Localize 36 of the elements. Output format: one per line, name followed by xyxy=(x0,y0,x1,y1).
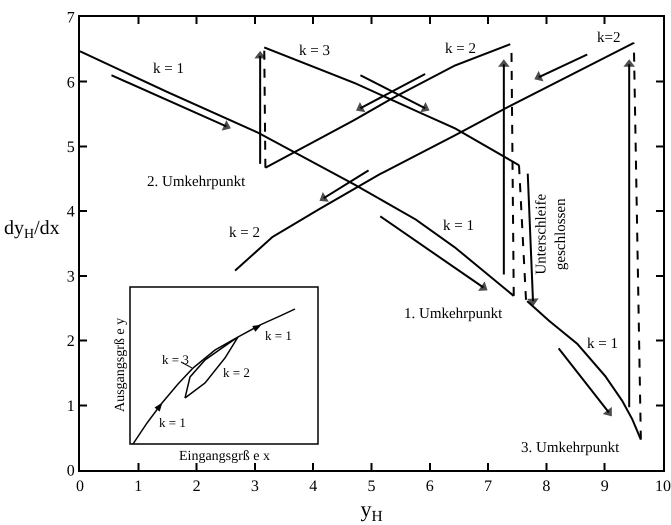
y-tick-label: 2 xyxy=(66,333,75,350)
annotation: k = 1 xyxy=(153,61,184,77)
y-tick-label: 4 xyxy=(66,204,75,221)
annotation: k = 2 xyxy=(229,225,260,241)
y-tick-label: 7 xyxy=(66,10,75,27)
annotation: 1. Umkehrpunkt xyxy=(404,306,504,322)
y-tick-label: 0 xyxy=(66,462,75,480)
text: Ausgangsgrß e y xyxy=(113,318,128,412)
annotation: k = 3 xyxy=(299,43,330,59)
x-tick-label: 7 xyxy=(484,478,492,496)
x-tick-label: 10 xyxy=(655,478,671,496)
x-tick-label: 4 xyxy=(309,478,318,496)
x-tick-label: 1 xyxy=(134,478,142,496)
y-tick-label: 5 xyxy=(66,139,75,156)
x-tick-label: 9 xyxy=(600,478,609,496)
y-tick-label: 3 xyxy=(66,268,75,286)
y-tick-label: 1 xyxy=(66,398,75,415)
x-tick-label: 6 xyxy=(426,478,434,496)
annotation: 2. Umkehrpunkt xyxy=(147,174,246,190)
annotation: k = 1 xyxy=(265,328,292,343)
x-tick-label: 5 xyxy=(368,478,376,496)
annotation: Unterschleife geschlossen xyxy=(534,194,570,275)
x-axis-title: y$_{H}$ xyxy=(360,496,383,525)
x-tick-label: 2 xyxy=(192,478,201,496)
x-tick-label: 8 xyxy=(542,478,550,496)
annotation: 3. Umkehrpunkt xyxy=(521,440,620,456)
annotation: k = 2 xyxy=(223,365,250,380)
x-tick-label: 3 xyxy=(250,478,259,496)
annotation: k = 1 xyxy=(159,415,186,430)
y-tick-label: 6 xyxy=(66,74,75,92)
annotation: k=2 xyxy=(597,30,620,46)
text: Eingangsgrß e x xyxy=(179,449,270,464)
annotation: k = 1 xyxy=(443,218,474,234)
annotation: k = 1 xyxy=(587,336,618,352)
annotation: k = 2 xyxy=(445,41,476,57)
y-axis-title: dy$_{H}$/dx xyxy=(4,217,60,242)
